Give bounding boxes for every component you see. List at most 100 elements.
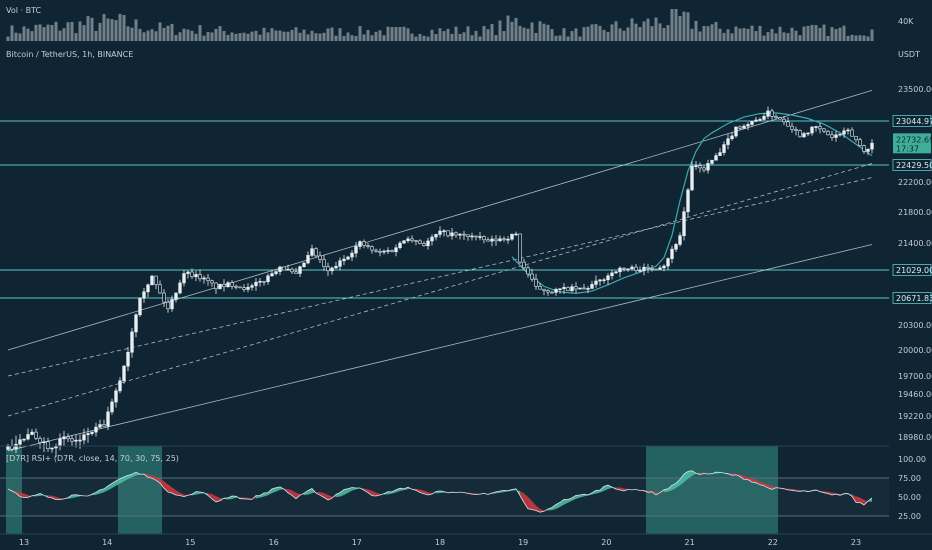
volume-bar: [386, 26, 390, 41]
candle-up: [14, 443, 18, 450]
candle-up: [106, 411, 110, 427]
volume-bar: [786, 33, 790, 41]
volume-bar: [98, 22, 102, 41]
volume-bar: [802, 26, 806, 41]
volume-bars: [6, 9, 874, 42]
candle-up: [278, 266, 282, 272]
rsi-bear-segment: [428, 492, 432, 496]
volume-bar: [134, 19, 138, 41]
axes: 23500.00 22200.00 21800.00 21400.00 20300.00…: [0, 85, 932, 547]
candle-up: [286, 268, 290, 271]
candle-down: [158, 284, 162, 294]
volume-bar: [110, 19, 114, 41]
volume-bar: [826, 35, 830, 41]
candle-up: [810, 126, 814, 134]
rsi-bear-segment: [156, 476, 160, 483]
volume-bar: [810, 24, 814, 41]
price-tag-label: 22429.50: [896, 161, 932, 170]
candle-up: [594, 280, 598, 285]
channel-line: [7, 163, 873, 417]
candle-down: [318, 255, 322, 260]
volume-bar: [526, 28, 530, 41]
volume-bar: [770, 28, 774, 41]
volume-bar: [830, 27, 834, 41]
candle-up: [298, 266, 302, 274]
candle-up: [30, 431, 34, 435]
volume-bar: [410, 33, 414, 41]
candle-down: [242, 287, 246, 290]
volume-bar: [14, 32, 18, 41]
rsi-bull-segment: [604, 485, 608, 491]
volume-bar: [378, 30, 382, 41]
volume-bar: [522, 27, 526, 41]
rsi-bull-segment: [388, 491, 392, 495]
volume-bar: [402, 26, 406, 41]
candle-down: [206, 277, 210, 282]
volume-bar: [782, 32, 786, 41]
volume-bar: [706, 26, 710, 41]
volume-bar: [550, 29, 554, 41]
channel-line: [7, 244, 873, 452]
candle-down: [322, 259, 326, 267]
candle-up: [354, 246, 358, 254]
candle-down: [518, 233, 522, 263]
rsi-bull-segment: [684, 471, 688, 483]
rsi-bull-segment: [112, 480, 116, 489]
volume-bar: [26, 28, 30, 41]
volume-bar: [170, 23, 174, 41]
candle-up: [150, 275, 154, 286]
volume-bar: [346, 32, 350, 41]
candle-down: [466, 234, 470, 238]
candle-up: [690, 165, 694, 191]
volume-bar: [794, 30, 798, 41]
volume-bar: [34, 24, 38, 41]
volume-bar: [54, 21, 58, 41]
volume-bar: [590, 24, 594, 41]
candle-down: [198, 274, 202, 280]
volume-bar: [254, 30, 258, 41]
candle-up: [658, 267, 662, 270]
candle-up: [766, 110, 770, 117]
candle-up: [386, 250, 390, 252]
candle-up: [342, 258, 346, 262]
volume-bar: [270, 28, 274, 41]
candle-up: [838, 133, 842, 136]
candle-down: [374, 249, 378, 252]
candle-up: [346, 256, 350, 260]
volume-bar: [374, 31, 378, 41]
candle-up: [270, 273, 274, 277]
rsi-bull-segment: [564, 499, 568, 505]
volume-bar: [390, 27, 394, 41]
candle-up: [310, 248, 314, 256]
volume-bar: [250, 31, 254, 41]
rsi-bear-segment: [52, 495, 56, 500]
volume-bar: [266, 32, 270, 41]
candle-up: [458, 233, 462, 236]
candle-up: [666, 258, 670, 267]
rsi-bear-segment: [744, 476, 748, 480]
volume-bar: [58, 30, 62, 41]
volume-bar: [362, 34, 366, 41]
rsi-bull-segment: [600, 486, 604, 493]
candle-down: [770, 110, 774, 117]
candle-up: [706, 163, 710, 171]
volume-bar: [862, 35, 866, 41]
candle-up: [202, 277, 206, 280]
volume-bar: [322, 32, 326, 41]
volume-bar: [666, 25, 670, 41]
rsi-bull-segment: [304, 490, 308, 496]
candle-down: [546, 290, 550, 293]
rsi-bear-segment: [152, 475, 156, 481]
volume-bar: [530, 22, 534, 41]
rsi-bull-segment: [680, 474, 684, 486]
volume-bar: [774, 33, 778, 41]
volume-bar: [454, 26, 458, 41]
volume-bar: [442, 31, 446, 41]
candle-up: [598, 279, 602, 282]
candle-up: [174, 292, 178, 300]
candle-up: [130, 331, 134, 353]
volume-bar: [354, 35, 358, 41]
volume-bar: [382, 35, 386, 41]
candle-down: [830, 134, 834, 138]
candle-down: [582, 287, 586, 290]
